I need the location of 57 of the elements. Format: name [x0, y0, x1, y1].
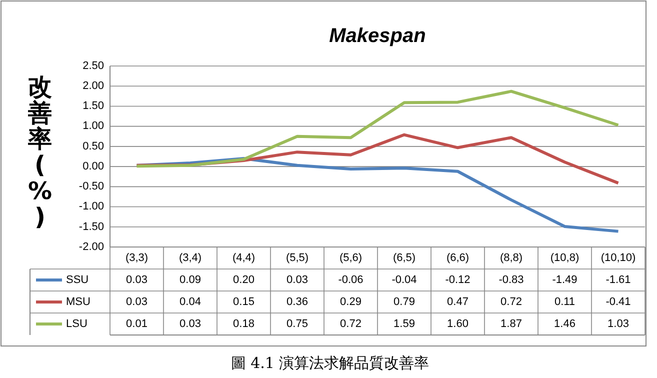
- y-tick-label: 1.50: [82, 100, 104, 112]
- data-label: 0.36: [286, 296, 308, 308]
- data-label: 0.01: [126, 318, 148, 330]
- data-label: 0.03: [286, 274, 308, 286]
- data-label: -0.12: [445, 274, 470, 286]
- data-label: -1.61: [606, 274, 631, 286]
- line-series: [135, 90, 620, 168]
- data-label: -0.04: [392, 274, 417, 286]
- x-tick-label: (5,6): [339, 252, 362, 264]
- data-label: 0.79: [394, 296, 415, 308]
- caption: 圖 4.1 演算法求解品質改善率: [230, 354, 430, 372]
- data-label: 1.59: [394, 318, 415, 330]
- data-label: 0.03: [126, 274, 148, 286]
- data-label: -1.49: [552, 274, 578, 286]
- x-tick-label: (8,8): [500, 252, 523, 264]
- legend-label: SSU: [66, 274, 89, 286]
- legend-label: MSU: [66, 296, 90, 308]
- data-label: 1.03: [608, 318, 629, 330]
- data-label: 1.87: [500, 318, 522, 330]
- data-label: 0.20: [233, 274, 254, 286]
- x-tick-label: (10,8): [550, 252, 580, 264]
- data-label: 0.09: [180, 274, 201, 286]
- x-tick-label: (10,10): [600, 252, 636, 264]
- x-tick-label: (6,6): [446, 252, 470, 264]
- data-label: -0.41: [606, 296, 631, 308]
- y-tick-label: 2.50: [82, 60, 104, 72]
- data-label: -0.06: [338, 274, 364, 286]
- data-label: 0.75: [286, 318, 308, 330]
- data-label: 0.04: [180, 296, 201, 308]
- legend-label: LSU: [66, 318, 88, 330]
- y-tick-label: 0.00: [82, 160, 104, 172]
- y-tick-label: -1.00: [78, 200, 104, 213]
- y-tick-label: -2.00: [78, 240, 104, 253]
- chart-title: Makespan: [329, 25, 426, 47]
- y-tick-label: 0.50: [82, 140, 104, 152]
- y-tick-label: 2.00: [82, 80, 104, 92]
- x-tick-label: (5,5): [286, 252, 309, 264]
- data-label: 0.29: [340, 296, 362, 308]
- data-label: 0.72: [500, 296, 522, 308]
- x-tick-label: (3,4): [178, 252, 202, 264]
- data-label: -0.83: [498, 274, 524, 286]
- y-tick-label: -1.50: [78, 220, 104, 233]
- y-tick-label: 1.00: [82, 120, 104, 132]
- data-label: 0.15: [233, 296, 254, 308]
- data-label: 0.11: [554, 296, 576, 308]
- data-label: 0.18: [233, 318, 254, 330]
- data-label: 0.47: [447, 296, 468, 308]
- x-tick-label: (4,4): [232, 252, 256, 264]
- x-tick-label: (3,3): [125, 252, 148, 264]
- y-axis-title: 改善率(%): [27, 73, 52, 231]
- data-label: 1.46: [554, 318, 576, 330]
- data-label: 0.72: [340, 318, 362, 330]
- x-tick-label: (6,5): [392, 252, 416, 264]
- y-tick-label: -0.50: [78, 180, 104, 193]
- data-label: 1.60: [447, 318, 468, 330]
- data-label: 0.03: [180, 318, 201, 330]
- data-label: 0.03: [126, 296, 148, 308]
